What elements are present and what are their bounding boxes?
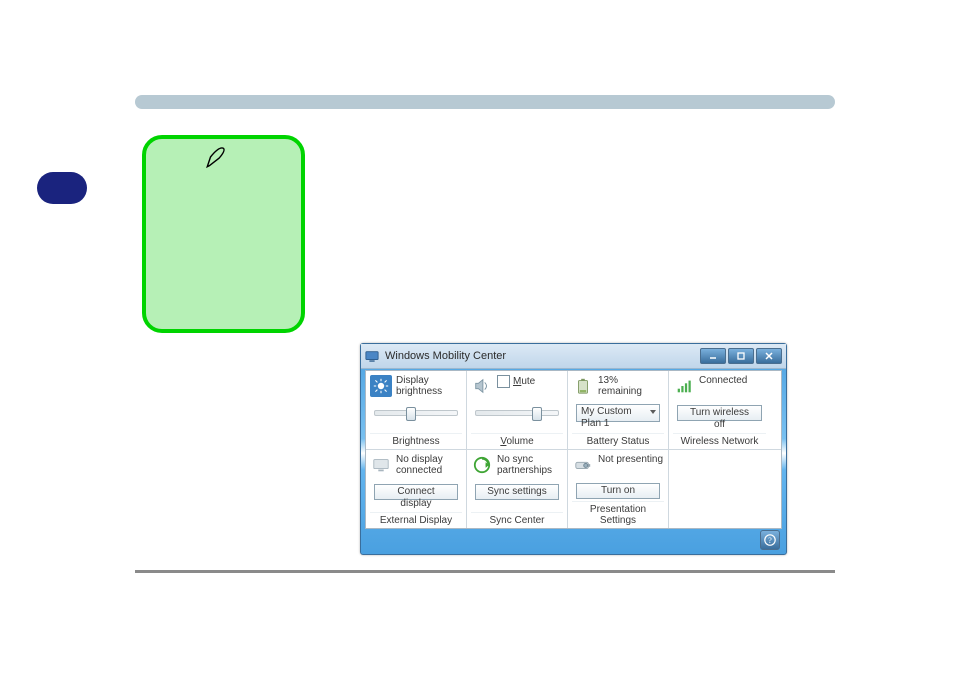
mute-checkbox-wrap[interactable]: Mute [497,375,535,388]
brightness-icon[interactable] [370,375,392,397]
connect-display-button[interactable]: Connect display [374,484,458,500]
present-label: Not presenting [598,454,663,465]
wireless-footer: Wireless Network [673,433,766,447]
sync-footer: Sync Center [471,512,563,526]
volume-icon[interactable] [471,375,493,397]
volume-slider[interactable] [475,410,559,416]
brightness-slider[interactable] [374,410,458,416]
tile-panel: Display brightness Brightness Mute [365,370,782,529]
tile-row-2: No display connected Connect display Ext… [366,449,781,528]
tile-volume: Mute Volume [467,371,568,449]
power-plan-select[interactable]: My Custom Plan 1 [576,404,660,422]
green-note-box [142,135,305,333]
window-title: Windows Mobility Center [385,350,698,362]
maximize-button[interactable] [728,348,754,364]
mute-label: Mute [513,376,535,387]
app-icon [365,349,379,363]
wireless-toggle-button[interactable]: Turn wireless off [677,405,762,421]
tile-sync: No sync partnerships Sync settings Sync … [467,450,568,528]
mute-checkbox[interactable] [497,375,510,388]
external-footer: External Display [370,512,462,526]
external-label: No display connected [396,454,462,476]
help-button[interactable]: ? [760,530,780,550]
battery-label: 13% remaining [598,375,664,397]
blue-pill [37,172,87,204]
sync-icon[interactable] [471,454,493,476]
svg-text:?: ? [768,536,772,545]
battery-footer: Battery Status [572,433,664,447]
brightness-footer: Brightness [370,433,462,447]
wireless-icon[interactable] [673,375,695,397]
projector-icon[interactable] [572,454,594,476]
brightness-label: Display brightness [396,375,462,397]
top-accent-bar [135,95,835,109]
monitor-icon[interactable] [370,454,392,476]
present-footer: Presentation Settings [572,501,664,526]
pen-icon [204,144,230,170]
bottom-rule [135,570,835,573]
minimize-button[interactable] [700,348,726,364]
tile-presentation: Not presenting Turn on Presentation Sett… [568,450,669,528]
sync-settings-button[interactable]: Sync settings [475,484,559,500]
close-button[interactable] [756,348,782,364]
battery-icon[interactable] [572,375,594,397]
volume-footer: Volume [471,433,563,447]
title-bar[interactable]: Windows Mobility Center [361,344,786,369]
tile-row-1: Display brightness Brightness Mute [366,371,781,449]
tile-external-display: No display connected Connect display Ext… [366,450,467,528]
wireless-label: Connected [699,375,747,386]
sync-label: No sync partnerships [497,454,563,476]
mobility-center-window: Windows Mobility Center Display brightne… [360,343,787,555]
turn-on-presentation-button[interactable]: Turn on [576,483,660,499]
tile-brightness: Display brightness Brightness [366,371,467,449]
tile-wireless: Connected Turn wireless off Wireless Net… [669,371,770,449]
tile-battery: 13% remaining My Custom Plan 1 Battery S… [568,371,669,449]
